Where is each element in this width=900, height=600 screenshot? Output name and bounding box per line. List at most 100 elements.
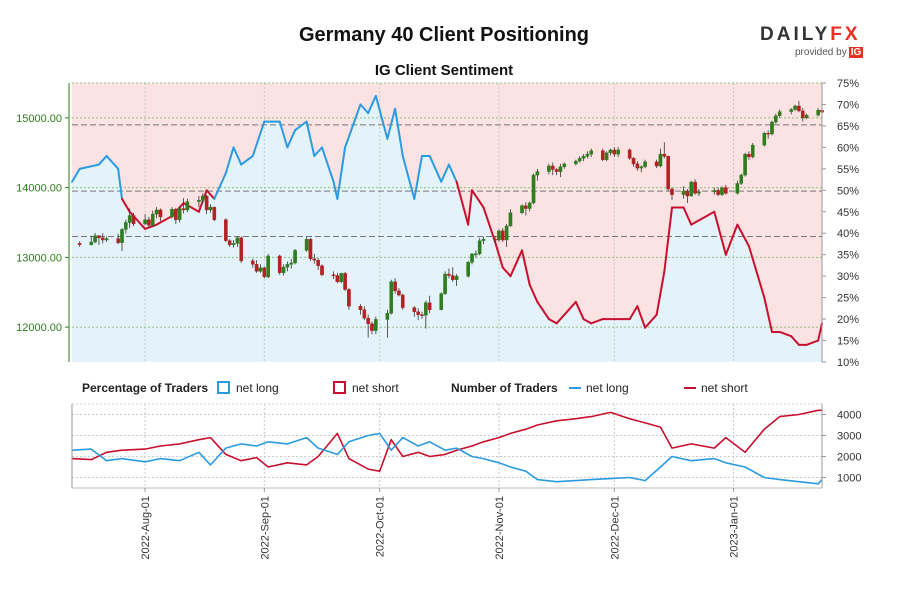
legend-pct-short-label: net short xyxy=(352,381,399,395)
net-long-pct-segment xyxy=(340,146,347,175)
candle-body xyxy=(447,273,451,276)
net-long-pct-segment xyxy=(344,103,362,149)
candle-body xyxy=(766,133,770,135)
candle-body xyxy=(743,153,747,176)
net-long-pct-segment xyxy=(471,189,485,209)
legend-num-long-label: net long xyxy=(586,381,629,395)
date-tick-label: 2022-Sep-01 xyxy=(259,496,271,560)
percent-tick-label: 20% xyxy=(837,314,859,326)
net-long-pct-segment xyxy=(690,219,700,226)
net-long-pct-segment xyxy=(574,300,585,321)
candle-body xyxy=(712,190,717,193)
price-candlesticks xyxy=(77,101,824,338)
net-long-pct-segment xyxy=(509,249,523,278)
candle-body xyxy=(789,109,794,112)
candle-body xyxy=(439,293,444,310)
candle-body xyxy=(200,195,205,201)
candle-body xyxy=(454,276,459,280)
candle-body xyxy=(120,229,124,243)
candle-body xyxy=(450,275,455,280)
legend-pct-long-swatch xyxy=(217,381,230,394)
net-long-pct-segment xyxy=(232,146,243,166)
net-long-pct-segment xyxy=(171,202,185,218)
net-long-pct-segment xyxy=(697,210,716,222)
candle-body xyxy=(739,174,744,184)
legend: Percentage of Traders net long net short… xyxy=(82,381,748,395)
price-tick-label: 12000.00 xyxy=(16,322,62,334)
candle-body xyxy=(493,239,497,241)
candle-body xyxy=(643,161,647,167)
candle-body xyxy=(581,156,586,159)
percent-tick-label: 60% xyxy=(837,142,859,154)
candle-body xyxy=(181,208,186,211)
net-long-pct-segment xyxy=(482,206,497,243)
net-long-pct-segment xyxy=(251,120,266,157)
candle-body xyxy=(562,163,567,167)
net-long-pct-segment xyxy=(359,103,370,115)
candle-body xyxy=(658,153,663,167)
candle-body xyxy=(547,165,551,172)
candle-body xyxy=(604,152,609,160)
candle-body xyxy=(212,206,217,220)
candle-body xyxy=(747,153,751,158)
candle-body xyxy=(227,240,232,246)
percent-tick-label: 65% xyxy=(837,121,859,133)
candle-body xyxy=(331,274,336,277)
net-long-pct-segment xyxy=(205,189,216,200)
candle-body xyxy=(762,133,767,146)
candle-body xyxy=(224,219,228,241)
net-long-zone xyxy=(72,95,822,363)
candle-body xyxy=(116,238,120,243)
trader-count-lines xyxy=(71,409,823,485)
logo-wordmark: DAILYFX xyxy=(760,24,861,46)
date-tick-label: 2023-Jan-01 xyxy=(729,496,741,558)
candle-body xyxy=(577,158,582,162)
percent-tick-label: 70% xyxy=(837,99,859,111)
net-long-pct-segment xyxy=(336,172,343,200)
candle-body xyxy=(800,110,805,119)
percent-tick-label: 50% xyxy=(837,185,859,197)
percent-tick-label: 40% xyxy=(837,228,859,240)
candle-body xyxy=(312,258,317,261)
candle-body xyxy=(777,111,782,116)
candle-body xyxy=(147,219,151,226)
candle-body xyxy=(262,267,267,278)
net-long-pct-segment xyxy=(224,146,235,175)
candle-body xyxy=(197,199,201,202)
net-long-pct-segment xyxy=(294,120,308,132)
candle-body xyxy=(770,121,774,135)
candle-body xyxy=(362,309,367,319)
candle-body xyxy=(574,160,578,165)
net-long-pct-segment xyxy=(713,210,727,256)
candle-body xyxy=(170,209,174,218)
candle-body xyxy=(289,262,294,265)
candle-body xyxy=(612,149,617,155)
net-long-pct-segment xyxy=(144,223,158,230)
net-long-pct-segment xyxy=(71,167,81,183)
candle-body xyxy=(639,166,644,169)
candle-body xyxy=(689,181,694,197)
candle-body xyxy=(393,281,397,292)
candle-body xyxy=(277,255,282,273)
candle-body xyxy=(627,149,632,159)
chart-title: Germany 40 Client Positioning xyxy=(298,24,590,46)
net-long-pct-segment xyxy=(428,154,443,183)
candle-body xyxy=(143,219,147,225)
candle-body xyxy=(370,323,374,331)
candle-body xyxy=(470,253,474,263)
chart-subtitle: IG Client Sentiment xyxy=(374,62,514,79)
net-long-pct-segment xyxy=(240,154,254,166)
candle-body xyxy=(554,169,559,172)
candle-body xyxy=(335,275,340,282)
candle-body xyxy=(524,205,528,209)
net-long-pct-segment xyxy=(628,305,639,321)
candle-body xyxy=(608,149,613,153)
logo-sub-text: provided by xyxy=(795,47,847,58)
legend-pct-long-label: net long xyxy=(236,381,279,395)
candle-body xyxy=(666,156,670,190)
percent-tick-label: 45% xyxy=(837,207,859,219)
net-long-pct-segment xyxy=(724,223,739,256)
net-long-pct-segment xyxy=(440,163,450,183)
net-long-pct-segment xyxy=(367,94,377,115)
